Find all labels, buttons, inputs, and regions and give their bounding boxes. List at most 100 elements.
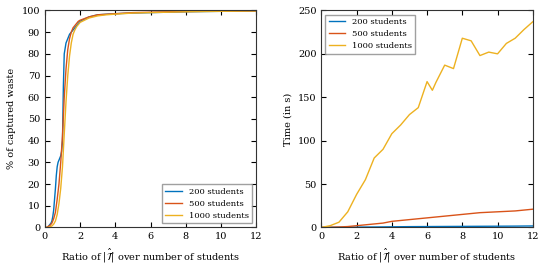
Line: 200 students: 200 students	[45, 11, 256, 227]
500 students	[130, 11, 136, 14]
1000 students	[218, 10, 224, 13]
1000 students	[459, 37, 466, 40]
1000 students	[63, 100, 69, 103]
1000 students	[50, 222, 57, 226]
200 students	[45, 225, 52, 228]
200 students	[165, 11, 171, 14]
200 students	[49, 219, 55, 222]
200 students	[94, 13, 101, 16]
500 students	[406, 218, 413, 221]
Line: 500 students: 500 students	[45, 11, 256, 227]
200 students	[64, 37, 71, 40]
500 students	[327, 225, 334, 229]
1000 students	[75, 23, 81, 26]
500 students	[75, 20, 81, 23]
1000 students	[406, 113, 413, 116]
500 students	[59, 135, 66, 138]
1000 students	[49, 224, 55, 228]
200 students	[200, 10, 207, 13]
500 students	[530, 208, 536, 211]
200 students	[50, 215, 56, 218]
1000 students	[61, 132, 68, 136]
1000 students	[73, 25, 80, 28]
200 students	[43, 226, 49, 229]
200 students	[530, 224, 536, 228]
1000 students	[450, 67, 457, 70]
200 students	[72, 26, 78, 29]
500 students	[72, 24, 78, 27]
1000 students	[130, 11, 136, 15]
200 students	[57, 156, 63, 160]
X-axis label: Ratio of $|\hat{\mathcal{T}}|$ over number of students: Ratio of $|\hat{\mathcal{T}}|$ over numb…	[337, 247, 517, 265]
1000 students	[389, 132, 395, 135]
500 students	[70, 26, 76, 29]
1000 students	[521, 28, 527, 31]
500 students	[147, 11, 154, 14]
1000 students	[397, 123, 404, 127]
500 students	[45, 225, 52, 228]
Y-axis label: Time (in s): Time (in s)	[283, 92, 293, 146]
1000 students	[362, 178, 369, 181]
500 students	[64, 48, 71, 51]
200 students	[327, 226, 334, 229]
200 students	[44, 226, 51, 229]
500 students	[56, 183, 62, 186]
X-axis label: Ratio of $|\hat{\mathcal{T}}|$ over number of students: Ratio of $|\hat{\mathcal{T}}|$ over numb…	[61, 247, 240, 265]
1000 students	[112, 13, 118, 16]
1000 students	[432, 81, 439, 84]
500 students	[362, 223, 369, 227]
1000 students	[327, 224, 334, 227]
200 students	[50, 208, 57, 212]
Line: 200 students: 200 students	[322, 226, 533, 227]
200 students	[235, 10, 242, 13]
500 students	[61, 95, 68, 99]
200 students	[59, 139, 66, 142]
500 students	[49, 221, 55, 225]
500 students	[112, 12, 118, 15]
1000 students	[235, 10, 242, 13]
1000 students	[485, 51, 492, 54]
500 students	[182, 10, 189, 13]
200 students	[63, 41, 69, 45]
1000 students	[54, 213, 61, 216]
1000 students	[494, 52, 501, 55]
1000 students	[57, 187, 64, 190]
1000 students	[477, 54, 483, 57]
200 students	[70, 28, 76, 32]
1000 students	[103, 13, 110, 16]
1000 students	[441, 63, 448, 67]
1000 students	[147, 11, 154, 14]
200 students	[86, 15, 92, 18]
200 students	[68, 30, 75, 34]
500 students	[389, 220, 395, 223]
500 students	[353, 224, 360, 227]
500 students	[218, 10, 224, 13]
1000 students	[66, 54, 73, 58]
500 students	[57, 161, 64, 164]
1000 students	[530, 20, 536, 23]
500 students	[86, 15, 92, 18]
1000 students	[429, 89, 436, 92]
200 students	[441, 225, 448, 228]
200 students	[46, 224, 52, 227]
200 students	[53, 174, 60, 177]
1000 students	[70, 33, 76, 36]
500 students	[165, 10, 171, 13]
1000 students	[64, 74, 71, 77]
500 students	[68, 30, 75, 34]
1000 students	[72, 28, 78, 32]
1000 students	[41, 226, 48, 229]
1000 students	[424, 80, 430, 83]
500 students	[77, 18, 84, 22]
500 students	[336, 225, 342, 229]
1000 students	[253, 9, 259, 13]
500 students	[318, 226, 325, 229]
200 students	[318, 226, 325, 229]
1000 students	[503, 42, 509, 45]
500 students	[50, 217, 57, 220]
500 students	[512, 209, 519, 212]
500 students	[66, 37, 73, 40]
1000 students	[52, 219, 59, 222]
500 students	[54, 197, 61, 201]
200 students	[51, 197, 58, 201]
